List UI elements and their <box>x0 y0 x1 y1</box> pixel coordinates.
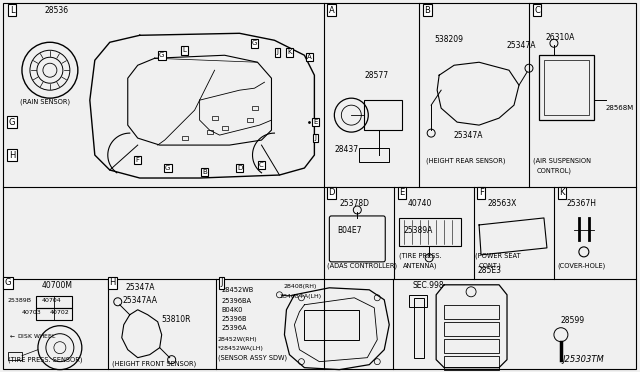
Bar <box>539 55 594 120</box>
Text: B: B <box>424 6 430 15</box>
Text: 28599: 28599 <box>561 316 585 325</box>
Text: 40702: 40702 <box>50 310 70 315</box>
Text: 28563X: 28563X <box>487 199 516 208</box>
Text: 28452WB: 28452WB <box>221 287 254 293</box>
Text: F: F <box>479 189 483 198</box>
Text: H: H <box>9 151 15 160</box>
Text: B04K0: B04K0 <box>221 307 243 313</box>
Bar <box>36 296 72 308</box>
Text: *28452WA(LH): *28452WA(LH) <box>218 346 264 351</box>
Bar <box>305 310 359 340</box>
Text: 25347AA: 25347AA <box>123 296 158 305</box>
Text: 25396BA: 25396BA <box>221 298 252 304</box>
Text: 28452W(RH): 28452W(RH) <box>218 337 257 342</box>
Text: B04E7: B04E7 <box>337 226 362 235</box>
Text: 53810R: 53810R <box>162 315 191 324</box>
Text: C: C <box>534 6 540 15</box>
Text: 28468+A(LH): 28468+A(LH) <box>280 294 321 299</box>
Bar <box>444 305 499 319</box>
Text: CONTROL): CONTROL) <box>537 167 572 173</box>
Text: (RAIN SENSOR): (RAIN SENSOR) <box>20 98 70 105</box>
Bar <box>444 339 499 353</box>
Bar <box>414 298 424 357</box>
Text: 40703: 40703 <box>22 310 42 315</box>
Bar <box>444 322 499 336</box>
Bar <box>359 148 389 162</box>
Text: 25378D: 25378D <box>339 199 369 208</box>
Bar <box>399 218 461 246</box>
Text: (ADAS CONTROLLER): (ADAS CONTROLLER) <box>328 263 397 269</box>
Text: G: G <box>252 40 257 46</box>
Bar <box>409 295 427 307</box>
Text: A: A <box>328 6 334 15</box>
Bar <box>36 308 72 320</box>
Text: E: E <box>399 189 405 198</box>
Bar <box>364 100 402 130</box>
Text: CONT.): CONT.) <box>479 263 502 269</box>
Text: 285E3: 285E3 <box>477 266 501 275</box>
Text: 28568M: 28568M <box>606 105 634 111</box>
Text: (SENSOR ASSY SDW): (SENSOR ASSY SDW) <box>218 355 287 361</box>
Text: 25367H: 25367H <box>567 199 597 208</box>
Text: SEC.998: SEC.998 <box>412 281 444 290</box>
Text: J: J <box>276 49 278 55</box>
Bar <box>207 130 212 134</box>
Text: 25396B: 25396B <box>221 316 247 322</box>
Text: (TIRE PRESS. SENSOR): (TIRE PRESS. SENSOR) <box>8 357 83 363</box>
Text: 25389B: 25389B <box>8 298 32 303</box>
Text: 26310A: 26310A <box>546 33 575 42</box>
Text: G: G <box>4 278 12 287</box>
Text: B: B <box>202 169 207 175</box>
Text: (HEIGHT FRONT SENSOR): (HEIGHT FRONT SENSOR) <box>112 360 196 367</box>
Text: H: H <box>109 278 116 287</box>
Text: K: K <box>559 189 564 198</box>
Text: ANTENNA): ANTENNA) <box>403 263 438 269</box>
Text: G: G <box>159 52 164 58</box>
Bar <box>444 356 499 370</box>
Text: (COVER-HOLE): (COVER-HOLE) <box>557 263 605 269</box>
Text: C: C <box>259 162 264 168</box>
Text: 40740: 40740 <box>407 199 431 208</box>
Text: A: A <box>307 54 312 60</box>
Text: L: L <box>182 47 187 53</box>
Text: F: F <box>136 157 140 163</box>
Text: J25303TM: J25303TM <box>562 355 604 364</box>
Text: 28536: 28536 <box>45 6 69 15</box>
Text: G: G <box>165 165 170 171</box>
Text: 28437: 28437 <box>334 145 358 154</box>
Text: 40700M: 40700M <box>42 281 73 290</box>
Text: 538209: 538209 <box>434 35 463 44</box>
Text: 28408(RH): 28408(RH) <box>284 284 317 289</box>
Text: $\leftarrow$ DISK WHEEL: $\leftarrow$ DISK WHEEL <box>8 332 57 340</box>
Text: 25396A: 25396A <box>221 325 247 331</box>
Text: D: D <box>328 189 335 198</box>
Bar <box>221 126 228 130</box>
Text: J: J <box>314 135 316 141</box>
Text: 25347A: 25347A <box>125 283 156 292</box>
Bar <box>212 116 218 120</box>
Bar <box>182 136 188 140</box>
Text: K: K <box>287 49 292 55</box>
Text: E: E <box>313 119 317 125</box>
Text: J: J <box>220 278 223 287</box>
Text: G: G <box>9 118 15 126</box>
Text: (POWER SEAT: (POWER SEAT <box>475 253 521 259</box>
Bar <box>246 118 253 122</box>
Text: D: D <box>237 165 242 171</box>
Bar <box>252 106 257 110</box>
Bar <box>8 352 22 360</box>
Text: (HEIGHT REAR SENSOR): (HEIGHT REAR SENSOR) <box>426 157 506 164</box>
Text: 25347A: 25347A <box>506 41 536 50</box>
Text: 25347A: 25347A <box>453 131 483 140</box>
Text: 40704: 40704 <box>42 298 61 303</box>
Text: 28577: 28577 <box>364 71 388 80</box>
Text: (TIRE PRESS.: (TIRE PRESS. <box>399 253 442 259</box>
Bar <box>544 60 589 115</box>
Text: (AIR SUSPENSION: (AIR SUSPENSION <box>533 157 591 164</box>
Text: L: L <box>10 6 14 15</box>
Text: 25389A: 25389A <box>403 226 433 235</box>
